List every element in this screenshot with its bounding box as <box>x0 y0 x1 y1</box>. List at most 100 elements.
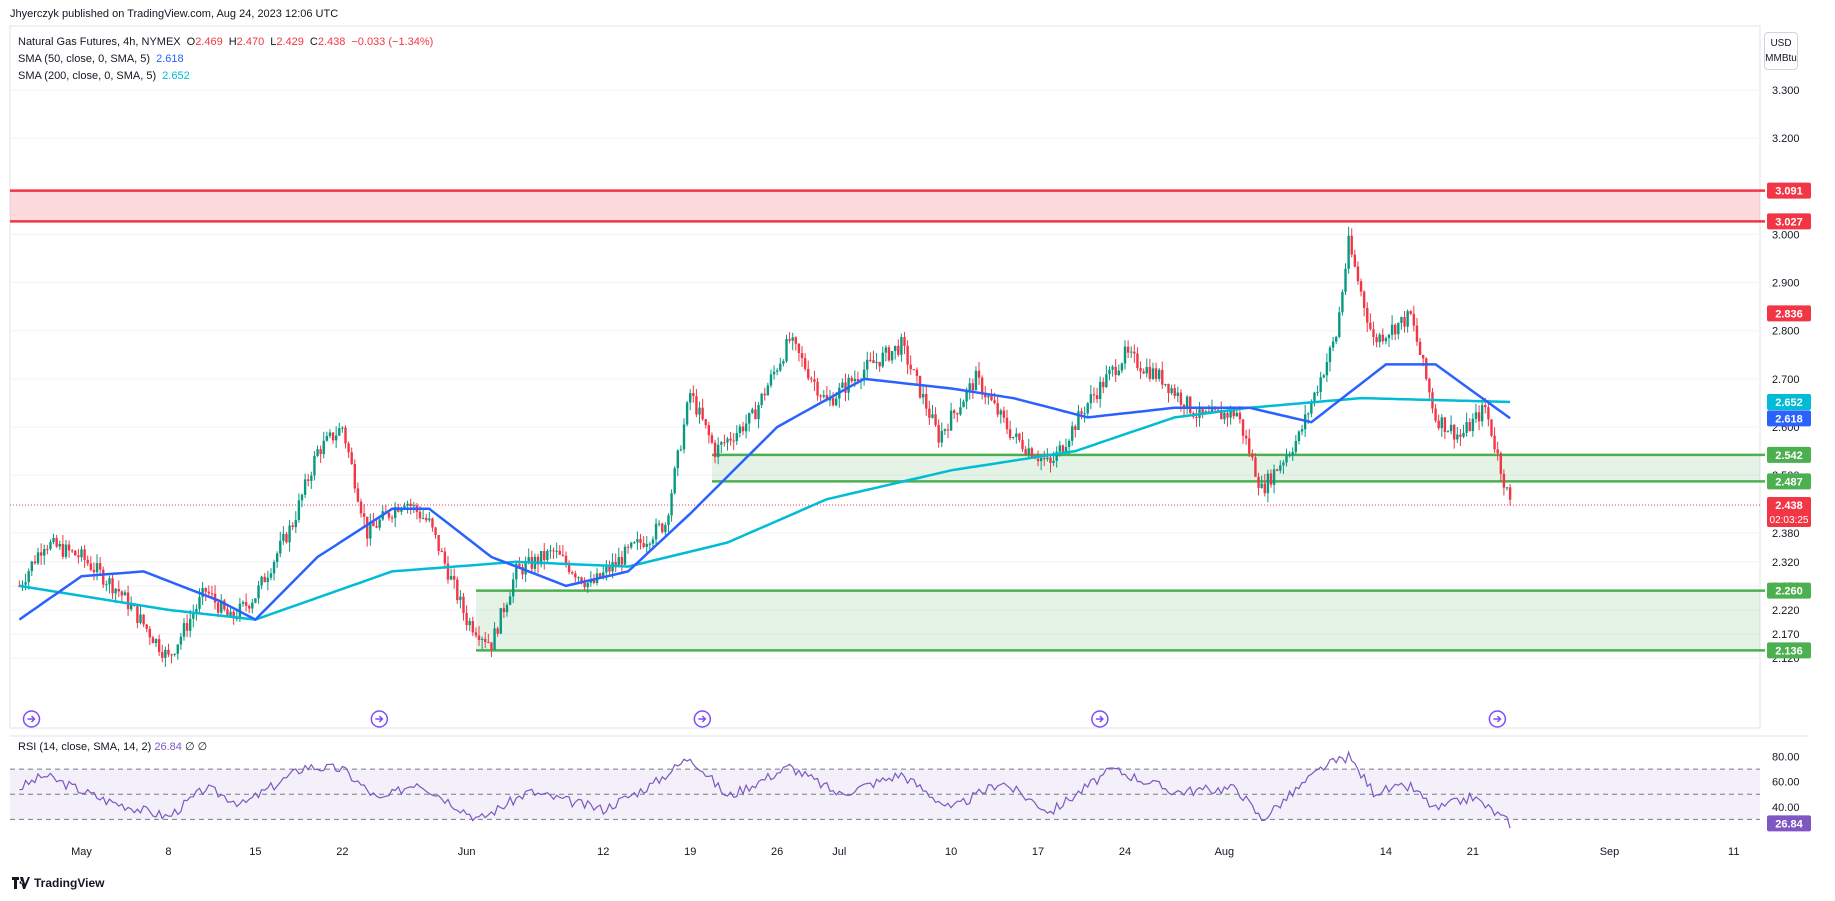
candle-up <box>403 505 406 509</box>
candle-down <box>344 427 347 444</box>
candle-up <box>720 442 723 445</box>
candle-down <box>437 535 440 551</box>
candle-down <box>1018 433 1021 440</box>
candle-down <box>1254 457 1257 477</box>
price-tag[interactable] <box>1767 410 1811 427</box>
candle-down <box>567 563 571 573</box>
candle-up <box>822 395 825 397</box>
candle-up <box>1282 462 1285 466</box>
candle-up <box>1480 405 1484 422</box>
candle-down <box>1161 369 1164 385</box>
price-axis-tick: 2.380 <box>1772 528 1800 540</box>
candle-up <box>630 542 633 548</box>
price-tag[interactable] <box>1767 393 1811 410</box>
rsi-pane: 80.00 60.00 40.00 26.84 <box>10 750 1811 832</box>
candle-up <box>772 371 776 375</box>
price-tag[interactable] <box>1767 213 1811 230</box>
price-tag[interactable] <box>1767 642 1811 659</box>
candle-down <box>1428 378 1431 393</box>
candle-up <box>698 407 701 415</box>
rsi-extra: ∅ ∅ <box>184 741 208 753</box>
candle-up <box>766 385 770 396</box>
time-axis-tick: May <box>71 846 92 858</box>
price-axis-tick: 2.900 <box>1772 278 1800 290</box>
candle-down <box>794 337 798 344</box>
candle-up <box>682 424 686 450</box>
price-tag[interactable] <box>1767 182 1811 199</box>
price-tag[interactable] <box>1767 446 1811 463</box>
candle-up <box>269 573 273 578</box>
sma50-line <box>18 363 1511 622</box>
candle-down <box>990 395 993 401</box>
candle-up <box>36 552 40 564</box>
candle-up <box>139 614 142 624</box>
candle-up <box>1064 446 1068 452</box>
candle-up <box>1446 431 1450 433</box>
candle-down <box>521 567 524 575</box>
candle-up <box>549 550 552 552</box>
time-axis-tick: 15 <box>249 846 261 858</box>
candle-down <box>285 533 288 543</box>
price-tag[interactable] <box>1767 582 1811 599</box>
candle-down <box>813 379 816 382</box>
candle-up <box>940 430 943 443</box>
candle-up <box>123 592 127 596</box>
time-axis-tick: 11 <box>1728 846 1739 858</box>
candle-down <box>223 600 226 610</box>
candle-down <box>1425 358 1428 379</box>
candle-up <box>254 598 257 603</box>
candle-down <box>356 488 360 502</box>
time-axis: May 8 15 22 Jun 12 19 26 Jul 10 17 24 Aug 14 21 Sep 11 <box>71 846 1739 858</box>
candle-down <box>443 551 447 564</box>
price-tag[interactable] <box>1767 305 1811 322</box>
candle-up <box>310 475 313 481</box>
candle-up <box>282 533 285 541</box>
price-tag[interactable] <box>1767 473 1811 490</box>
candle-up <box>80 549 83 558</box>
sma200-label: SMA (200, close, 0, SMA, 5) <box>18 70 157 82</box>
candle-down <box>375 526 378 528</box>
candle-down <box>477 635 481 640</box>
candle-down <box>487 642 490 644</box>
rsi-legend[interactable]: RSI (14, close, SMA, 14, 2) 26.84 ∅ ∅ <box>18 740 207 753</box>
price-axis-tick: 3.200 <box>1772 133 1800 145</box>
candle-up <box>406 503 409 506</box>
candle-down <box>1490 419 1493 436</box>
countdown-label: 02:03:25 <box>1770 515 1809 526</box>
sma50-row[interactable]: SMA (50, close, 0, SMA, 5) 2.618 <box>18 51 433 68</box>
candle-up <box>508 596 512 605</box>
candle-down <box>1418 341 1422 356</box>
candle-down <box>906 345 909 365</box>
candle-down <box>1487 407 1490 420</box>
candle-down <box>102 569 105 585</box>
sma200-row[interactable]: SMA (200, close, 0, SMA, 5) 2.652 <box>18 68 433 85</box>
candle-down <box>543 551 546 561</box>
symbol-name[interactable]: Natural Gas Futures, 4h, NYMEX <box>18 36 181 48</box>
candle-up <box>428 518 431 521</box>
candle-down <box>1049 457 1052 463</box>
candle-up <box>49 542 52 549</box>
rsi-value-tag[interactable] <box>1767 815 1811 832</box>
open-value: 2.469 <box>195 36 223 48</box>
event-icon[interactable] <box>1091 710 1109 728</box>
candle-up <box>266 577 270 583</box>
candle-up <box>968 383 971 391</box>
event-icon[interactable] <box>1488 710 1507 728</box>
candle-down <box>993 400 996 404</box>
candle-up <box>1111 366 1114 370</box>
candle-up <box>1291 451 1294 455</box>
candle-up <box>999 410 1002 415</box>
candle-down <box>111 578 114 594</box>
candle-down <box>1362 291 1366 308</box>
event-icon[interactable] <box>370 710 389 728</box>
candle-up <box>1297 431 1301 441</box>
event-icon[interactable] <box>693 710 712 728</box>
candle-down <box>1484 405 1487 408</box>
currency-unit-button[interactable]: USD MMBtu <box>1764 32 1798 70</box>
event-icon[interactable] <box>22 710 41 728</box>
candle-down <box>232 611 235 619</box>
currency-label: USD <box>1770 38 1792 49</box>
price-tag[interactable] <box>1767 496 1811 527</box>
candle-down <box>1437 420 1440 429</box>
